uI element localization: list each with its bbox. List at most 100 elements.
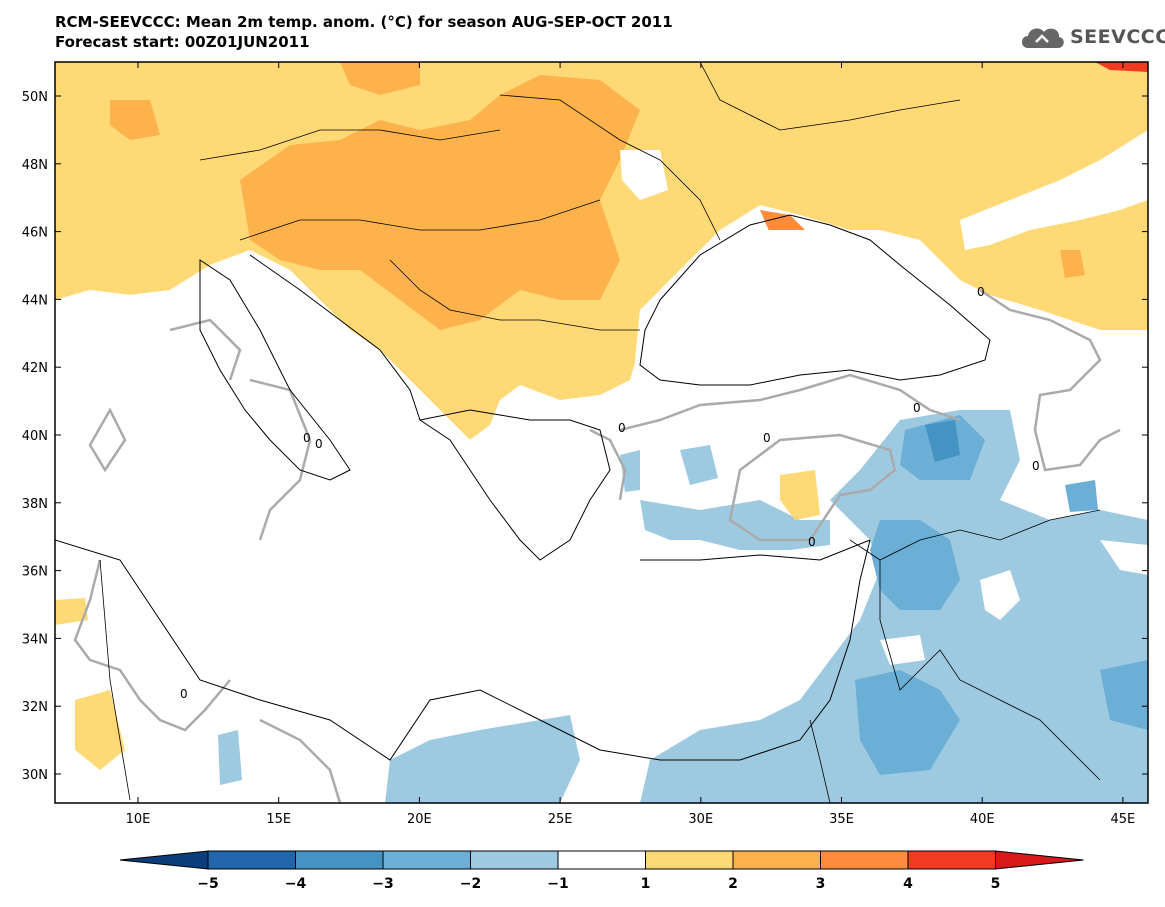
lat-label: 48N: [22, 158, 48, 173]
lon-label: 15E: [266, 812, 291, 827]
colorbar-segment: [207, 850, 296, 870]
colorbar-tick-label: 3: [816, 876, 826, 892]
colorbar-tick-label: −4: [285, 876, 307, 892]
title-block: RCM-SEEVCCC: Mean 2m temp. anom. (°C) fo…: [55, 12, 673, 52]
lat-label: 40N: [22, 429, 48, 444]
coast-mediterranean-south: [55, 539, 871, 761]
map-title: RCM-SEEVCCC: Mean 2m temp. anom. (°C) fo…: [55, 13, 673, 31]
coastlines: [55, 214, 991, 761]
colorbar: −5 −4 −3 −2 −1 1 2 3 4 5: [119, 850, 1084, 892]
cool-region-1-2-b: [218, 730, 242, 785]
neutral-region-black-sea: [635, 230, 1000, 390]
contour-label: 0: [977, 285, 985, 299]
neutral-region-east-hole: [980, 570, 1020, 620]
lon-label: 30E: [688, 812, 713, 827]
cool-region-2-3-c: [855, 670, 960, 775]
neutral-region-italy: [55, 250, 500, 640]
contour-label: 0: [180, 687, 188, 701]
colorbar-tick-label: −3: [372, 876, 393, 892]
lat-label: 46N: [22, 226, 48, 241]
map-frame: [54, 61, 1149, 804]
coast-italy: [199, 259, 351, 481]
colorbar-tick-label: 1: [641, 876, 651, 892]
zero-contour-1: [619, 373, 961, 432]
lon-label: 25E: [548, 812, 573, 827]
zero-contour-4: [73, 559, 231, 732]
contour-label: 0: [763, 431, 771, 445]
zero-contour-7: [249, 378, 312, 541]
lat-label: 38N: [22, 497, 48, 512]
cloud-icon: [1022, 28, 1064, 48]
colorbar-segment: [470, 850, 559, 870]
colorbar-tick-label: −1: [547, 876, 568, 892]
warm-region-4-5: [1095, 62, 1148, 72]
lon-label: 10E: [126, 812, 151, 827]
lat-label: 30N: [22, 768, 48, 783]
neutral-region-east-hole-2: [1100, 540, 1148, 575]
border-7: [879, 560, 1101, 781]
lat-label: 34N: [22, 632, 48, 647]
lat-label: 42N: [22, 361, 48, 376]
lon-label: 20E: [407, 812, 432, 827]
colorbar-segment: [820, 850, 909, 870]
border-8: [99, 559, 131, 801]
contour-label: 0: [913, 401, 921, 415]
cool-region-3-4: [925, 420, 960, 462]
colorbar-arrow-right: [995, 850, 1084, 870]
colorbar-tick-label: −2: [460, 876, 481, 892]
lon-label: 35E: [829, 812, 854, 827]
contour-label: 0: [808, 535, 816, 549]
border-4: [499, 94, 721, 241]
warm-region-2-3: [240, 75, 640, 330]
contour-label: 0: [303, 431, 311, 445]
country-borders: [99, 62, 1101, 803]
colorbar-segment: [645, 850, 734, 870]
lat-label: 50N: [22, 90, 48, 105]
zero-contour-2: [728, 433, 897, 542]
cool-region-1-2-c: [620, 450, 640, 492]
colorbar-segment: [295, 850, 384, 870]
colorbar-tick-label: 4: [903, 876, 913, 892]
border-9: [809, 719, 831, 803]
cool-region-2-3-e: [1065, 480, 1098, 512]
neutral-region-east-hole-3: [880, 635, 925, 665]
warm-region-2-3-d: [1060, 250, 1085, 278]
cool-region-2-3-d: [1100, 660, 1148, 730]
logo-text: SEEVCCC: [1070, 26, 1165, 48]
colorbar-tick-label: 2: [728, 876, 738, 892]
colorbar-tick-label: −5: [197, 876, 218, 892]
neutral-region-moldova: [620, 150, 668, 200]
colorbar-segment: [382, 850, 471, 870]
colorbar-arrow-left: [119, 850, 209, 870]
border-2: [239, 199, 601, 241]
border-5: [699, 62, 961, 131]
neutral-region-northeast: [960, 130, 1148, 250]
longitude-axis: 10E 15E 20E 25E 30E 35E 40E 45E: [126, 62, 1136, 827]
coast-black-sea: [639, 214, 991, 386]
zero-contour-6: [169, 318, 242, 381]
lat-label: 44N: [22, 293, 48, 308]
warm-patch-turkey: [780, 470, 820, 520]
border-1: [199, 129, 501, 161]
latitude-axis: 50N 48N 46N 44N 42N 40N 38N 36N 34N 32N 30N: [22, 90, 1148, 783]
map-subtitle: Forecast start: 00Z01JUN2011: [55, 33, 310, 51]
cool-region-1-2-libya: [385, 715, 580, 803]
zero-contour-9: [589, 428, 627, 501]
border-3: [389, 259, 640, 331]
zero-contour-5: [259, 718, 342, 803]
colorbar-tick-label: 5: [991, 876, 1001, 892]
zero-contours: [73, 288, 1121, 803]
lat-label: 32N: [22, 700, 48, 715]
cool-region-2-3: [870, 520, 960, 610]
contour-label: 0: [1032, 459, 1040, 473]
warm-region-2-3-c: [110, 100, 160, 140]
cool-region-1-2-east: [640, 410, 1148, 803]
cool-region-1-2-turkey: [640, 500, 830, 550]
lon-label: 45E: [1111, 812, 1136, 827]
cool-region-1-2-a: [680, 445, 718, 485]
contour-label: 0: [618, 421, 626, 435]
anomaly-fields: 0 0 0 0 0 0 0 0 0: [55, 62, 1148, 803]
lon-label: 40E: [970, 812, 995, 827]
colorbar-segment: [732, 850, 821, 870]
